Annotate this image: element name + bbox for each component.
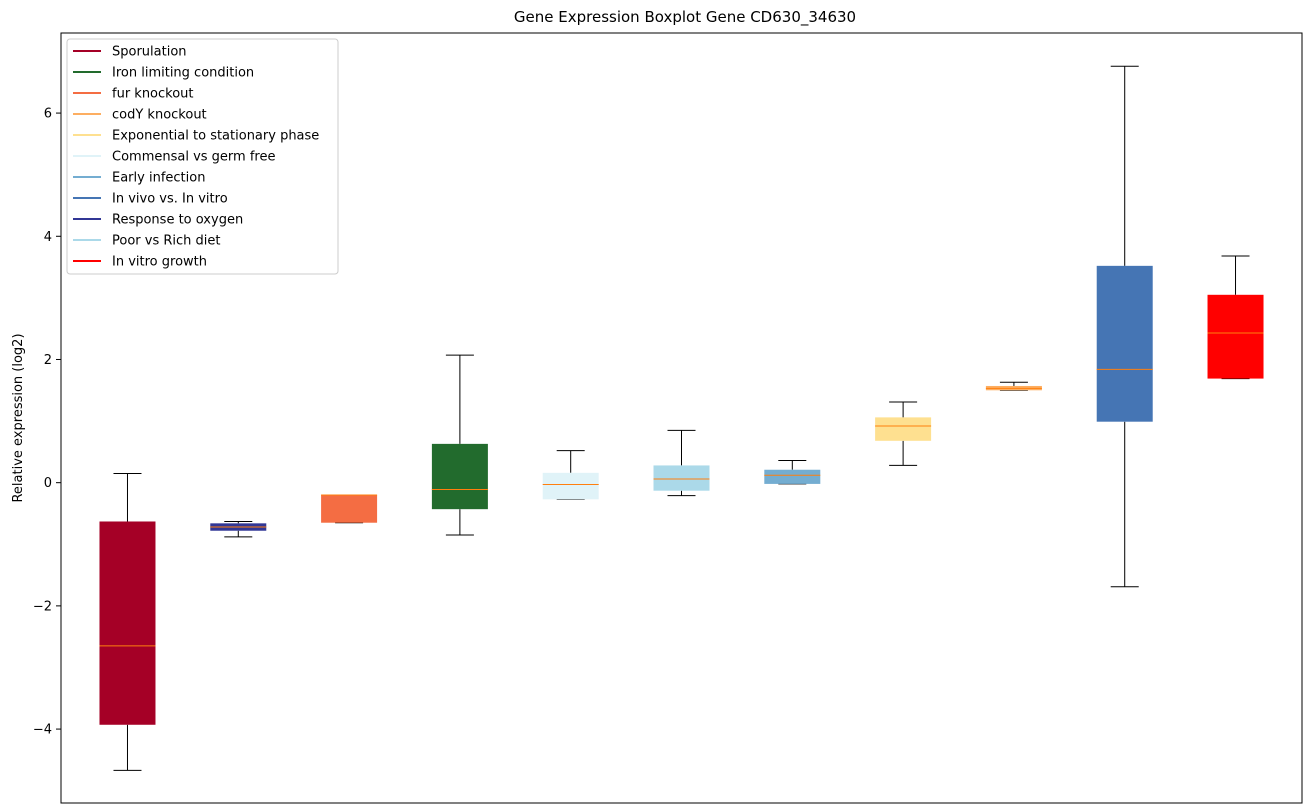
legend-label: Iron limiting condition	[112, 66, 254, 81]
legend-frame	[66, 38, 339, 275]
box-5	[542, 450, 599, 500]
legend-entry: Sporulation	[73, 45, 187, 60]
y-tick-label: −4	[33, 723, 52, 738]
box-body	[875, 417, 932, 441]
legend-entry: In vivo vs. In vitro	[73, 192, 228, 207]
legend-entry: Commensal vs germ free	[73, 150, 275, 165]
legend-label: fur knockout	[112, 87, 194, 102]
box-body	[1096, 265, 1153, 422]
box-7	[764, 460, 821, 485]
box-body	[1207, 294, 1264, 379]
legend-label: Poor vs Rich diet	[112, 234, 220, 249]
box-body	[653, 465, 710, 491]
legend-label: Exponential to stationary phase	[112, 129, 319, 144]
legend-label: codY knockout	[112, 108, 207, 123]
legend-label: Sporulation	[112, 45, 187, 60]
box-4	[431, 354, 488, 536]
legend-entry: Exponential to stationary phase	[73, 129, 319, 144]
box-8	[875, 401, 932, 466]
y-axis: −4 −2 0 2 4 6	[33, 107, 61, 738]
y-tick-label: 6	[44, 107, 52, 122]
box-3	[321, 494, 378, 524]
box-body	[431, 443, 488, 510]
box-1	[99, 472, 156, 771]
chart-title: Gene Expression Boxplot Gene CD630_34630	[514, 8, 856, 27]
legend-entry: Poor vs Rich diet	[73, 234, 220, 249]
legend-entry: Response to oxygen	[73, 213, 243, 228]
box-10	[1096, 65, 1153, 588]
y-axis-label: Relative expression (log2)	[11, 333, 26, 502]
legend-label: Early infection	[112, 171, 205, 186]
box-body	[764, 469, 821, 484]
box-body	[542, 472, 599, 500]
legend-label: In vitro growth	[112, 255, 207, 270]
legend-entry: Iron limiting condition	[73, 66, 254, 81]
legend-label: Response to oxygen	[112, 213, 243, 228]
legend: Sporulation Iron limiting condition fur kn…	[66, 38, 339, 275]
y-tick-label: 4	[44, 230, 52, 245]
legend-label: In vivo vs. In vitro	[112, 192, 228, 207]
legend-entry: Early infection	[73, 171, 205, 186]
box-body	[321, 495, 378, 523]
legend-entry: fur knockout	[73, 87, 194, 102]
legend-entry: In vitro growth	[73, 255, 207, 270]
y-tick-label: 2	[44, 353, 52, 368]
box-2	[210, 520, 267, 538]
y-tick-label: 0	[44, 476, 52, 491]
box-6	[653, 429, 710, 497]
boxes	[99, 65, 1264, 771]
plot-frame	[60, 32, 1303, 804]
box-11	[1207, 255, 1264, 380]
y-tick-label: −2	[33, 599, 52, 614]
legend-label: Commensal vs germ free	[112, 150, 275, 165]
legend-entry: codY knockout	[73, 108, 207, 123]
box-body	[99, 521, 156, 725]
box-9	[985, 381, 1042, 391]
